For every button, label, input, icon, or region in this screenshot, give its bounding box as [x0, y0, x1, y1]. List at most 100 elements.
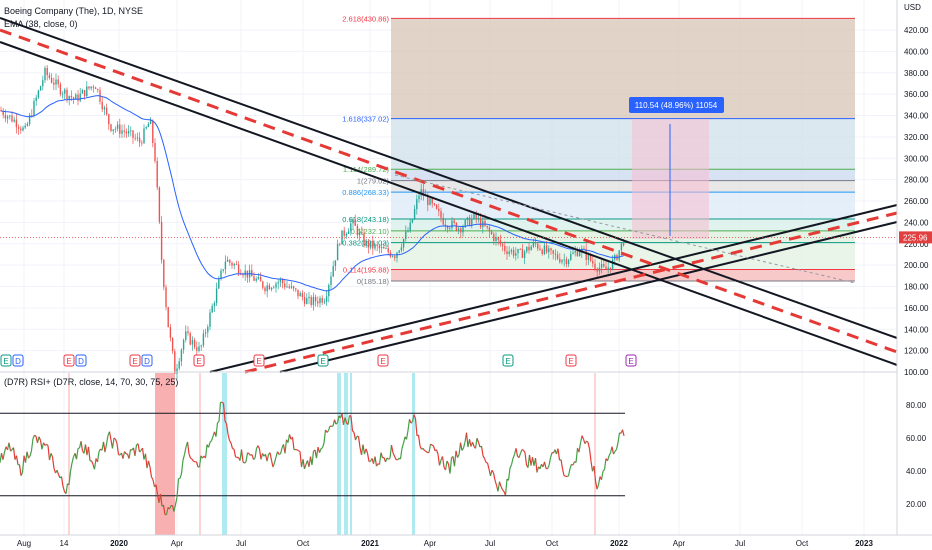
currency-label[interactable]: USD	[904, 3, 921, 12]
price-range-measure[interactable]: 110.54 (48.96%) 11054	[629, 97, 724, 239]
rsi-segment	[149, 467, 153, 478]
rsi-segment	[218, 402, 222, 422]
rsi-segment	[247, 452, 250, 455]
price-tick-label: 380.00	[904, 69, 929, 78]
dashed-trendline[interactable]	[244, 211, 898, 374]
event-marker-e[interactable]	[0, 354, 12, 367]
rsi-segment	[428, 443, 432, 453]
trendline[interactable]	[0, 17, 898, 339]
trendlines[interactable]	[0, 17, 898, 374]
rsi-segment	[284, 439, 288, 454]
rsi-segment	[388, 457, 391, 460]
rsi-segment	[611, 446, 615, 455]
candle-body	[374, 244, 376, 249]
candle-body	[438, 208, 440, 212]
candle-body	[277, 282, 279, 284]
candle-body	[123, 130, 125, 132]
candle-body	[460, 228, 462, 233]
event-marker-e[interactable]	[129, 354, 141, 367]
candle-body	[110, 124, 112, 132]
rsi-segment	[217, 420, 220, 424]
event-marker-e[interactable]	[317, 354, 329, 367]
time-tick-label: 2020	[110, 539, 128, 548]
time-tick-label: 14	[60, 539, 69, 548]
rsi-segment	[471, 441, 475, 447]
trendline[interactable]	[279, 221, 898, 373]
candle-body	[581, 248, 583, 252]
rsi-segment	[468, 439, 472, 447]
candle-body	[178, 361, 180, 369]
rsi-tick-label: 20.00	[906, 500, 927, 509]
event-marker-d[interactable]	[75, 354, 87, 367]
candle-body	[257, 277, 260, 279]
candle-body	[114, 128, 117, 130]
event-marker-d[interactable]	[141, 354, 153, 367]
event-marker-d[interactable]	[12, 354, 24, 367]
price-tick-label: 340.00	[904, 112, 929, 121]
candle-body	[70, 95, 73, 98]
event-marker-letter: E	[568, 357, 573, 366]
event-marker-e[interactable]	[625, 354, 637, 367]
event-marker-e[interactable]	[253, 354, 265, 367]
rsi-segment	[524, 452, 528, 466]
rsi-segment	[477, 442, 481, 448]
rsi-segment	[291, 437, 295, 450]
rsi-segment	[275, 451, 279, 458]
trendline[interactable]	[0, 41, 898, 366]
rsi-segment	[198, 455, 202, 467]
event-marker-letter: E	[320, 357, 325, 366]
candle-body	[136, 137, 139, 139]
candle-body	[499, 239, 502, 245]
candle-body	[352, 219, 354, 224]
time-axis[interactable]: Aug 14 2020 Apr Jul Oct 2021 Apr Jul Oct 2022 Apr Ju…	[0, 534, 932, 548]
trendline[interactable]	[209, 204, 898, 373]
candle-body	[6, 116, 9, 119]
price-tick-label: 300.00	[904, 154, 929, 163]
candle-body	[9, 115, 11, 117]
price-axis[interactable]: 420.00 400.00 380.00 360.00 340.00 320.00 300.…	[0, 0, 932, 535]
rsi-segment	[193, 460, 196, 463]
candle-body	[55, 79, 57, 85]
rsi-segment	[380, 452, 384, 459]
rsi-zone-highlight	[222, 373, 227, 535]
event-marker-e[interactable]	[63, 354, 75, 367]
candle-body	[515, 253, 517, 256]
candle-body	[378, 245, 381, 249]
rsi-segment	[139, 450, 142, 453]
fib-level-label: 0.114(195.88)	[343, 266, 390, 275]
event-marker-letter: E	[505, 357, 510, 366]
event-marker-e[interactable]	[502, 354, 514, 367]
candle-body	[587, 254, 590, 260]
rsi-axis[interactable]: 80.00 60.00 40.00 20.00	[906, 401, 927, 509]
symbol-title[interactable]: Boeing Company (The), 1D, NYSE	[4, 6, 144, 16]
candle-body	[394, 256, 396, 258]
candle-body	[68, 95, 70, 100]
event-marker-e[interactable]	[377, 354, 389, 367]
rsi-zone-highlight	[350, 373, 352, 535]
candle-body	[231, 262, 233, 266]
event-marker-e[interactable]	[193, 354, 205, 367]
candle-body	[130, 130, 132, 132]
fib-extension[interactable]: 2.618(430.86) 1.618(337.02) 1.114(289.72) 1…	[342, 14, 855, 286]
candle-body	[66, 89, 68, 100]
projection-line[interactable]	[394, 174, 856, 284]
event-marker-e[interactable]	[565, 354, 577, 367]
rsi-segment	[519, 449, 523, 454]
rsi-segment	[191, 458, 194, 462]
rsi-segment	[594, 480, 598, 490]
candle-body	[57, 79, 59, 85]
candle-body	[501, 244, 504, 246]
rsi-legend[interactable]: (D7R) RSI+ (D7R, close, 14, 70, 30, 75, …	[4, 377, 179, 387]
rsi-segment	[60, 476, 64, 487]
current-price-badge[interactable]	[899, 231, 932, 244]
price-series	[0, 65, 625, 380]
event-marker-letter: E	[3, 357, 8, 366]
rsi-segment	[321, 442, 325, 448]
rsi-segment	[93, 458, 97, 470]
rsi-segment	[209, 440, 212, 443]
fib-level-label: 2.618(430.86)	[342, 14, 389, 23]
ema-legend[interactable]: EMA (38, close, 0)	[4, 19, 78, 29]
